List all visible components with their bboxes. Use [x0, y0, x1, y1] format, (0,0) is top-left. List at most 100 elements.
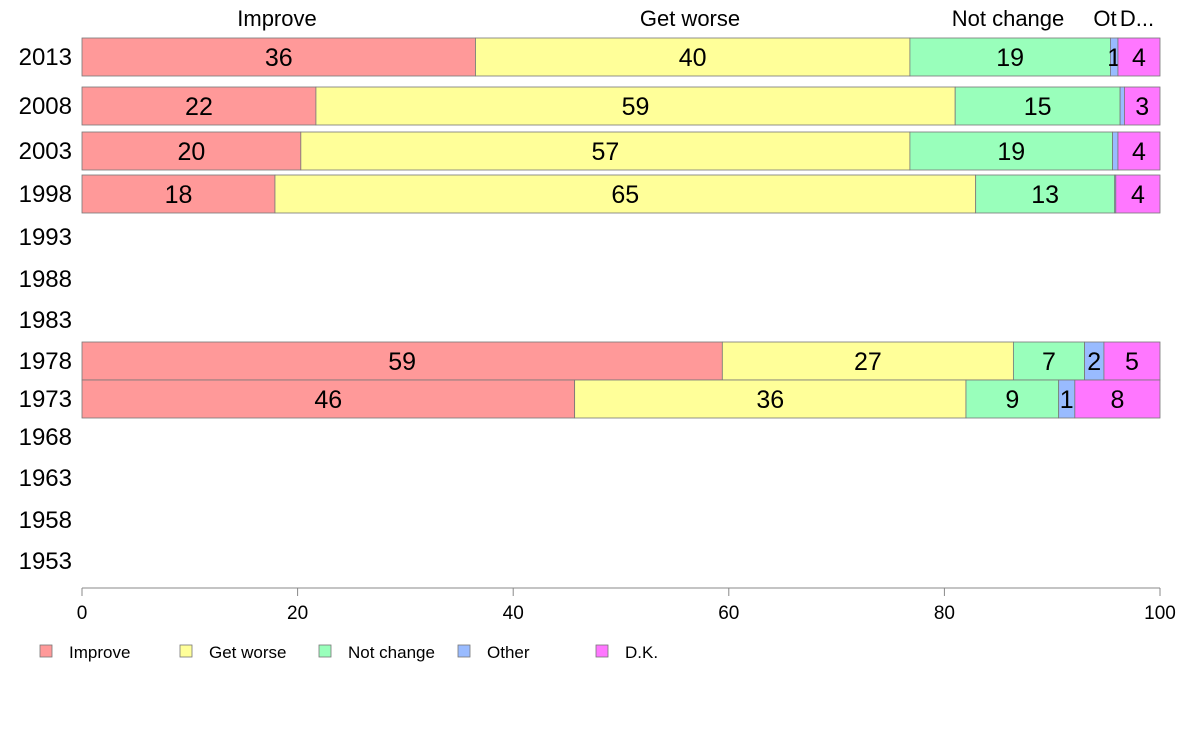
bar-segment-1973-get-worse	[574, 379, 967, 419]
bar-segment-1973-improve	[81, 379, 576, 419]
data-label-1973-d-k-: 8	[1110, 386, 1124, 414]
bar-segment-2003-d-k-	[1117, 131, 1161, 171]
data-label-2008-d-k-: 3	[1135, 93, 1149, 121]
data-label-2013-d-k-: 4	[1132, 44, 1146, 72]
data-label-1978-other: 2	[1087, 348, 1101, 376]
data-label-2013-get-worse: 40	[679, 44, 707, 72]
x-tick-label-100: 100	[1144, 603, 1176, 624]
y-tick-label-1958: 1958	[19, 507, 72, 534]
y-tick-label-1953: 1953	[19, 548, 72, 575]
y-tick-label-1968: 1968	[19, 424, 72, 451]
bar-segment-1978-d-k-	[1103, 341, 1161, 381]
legend-label: D.K.	[625, 643, 658, 662]
x-tick-label-40: 40	[503, 603, 524, 624]
data-label-2008-not-change: 15	[1024, 93, 1052, 121]
bar-segment-2013-get-worse	[475, 37, 911, 77]
data-label-2008-improve: 22	[185, 93, 213, 121]
column-header-3: Ot	[1093, 6, 1116, 31]
data-label-1973-other: 1	[1060, 386, 1074, 414]
data-label-1973-improve: 46	[314, 386, 342, 414]
legend-swatch	[318, 644, 332, 658]
bar-segment-1978-improve	[81, 341, 723, 381]
bar-segment-1973-d-k-	[1074, 379, 1161, 419]
data-label-1978-improve: 59	[388, 348, 416, 376]
bar-segment-2008-not-change	[954, 86, 1121, 126]
column-headers: Improve Get worse Not change Ot D...	[237, 6, 1154, 31]
bar-row-2008: 22 59 15 3	[81, 86, 1161, 126]
column-header-4: D...	[1120, 6, 1154, 31]
y-tick-label-2003: 2003	[19, 138, 72, 165]
data-label-2003-get-worse: 57	[591, 138, 619, 166]
y-tick-label-1988: 1988	[19, 266, 72, 293]
y-tick-label-1983: 1983	[19, 307, 72, 334]
legend-swatch	[595, 644, 609, 658]
y-tick-label-1998: 1998	[19, 181, 72, 208]
data-label-2008-get-worse: 59	[622, 93, 650, 121]
legend-item-not-change: Not change	[318, 643, 435, 662]
bar-segment-2003-not-change	[909, 131, 1113, 171]
data-label-1998-d-k-: 4	[1131, 181, 1145, 209]
legend-label: Improve	[69, 643, 130, 662]
bar-segment-1998-get-worse	[274, 174, 977, 214]
data-label-1998-get-worse: 65	[611, 181, 639, 209]
data-label-2003-d-k-: 4	[1132, 138, 1146, 166]
legend-label: Other	[487, 643, 530, 662]
data-label-2003-not-change: 19	[997, 138, 1025, 166]
legend-label: Get worse	[209, 643, 286, 662]
data-label-1998-improve: 18	[165, 181, 193, 209]
data-label-1978-d-k-: 5	[1125, 348, 1139, 376]
data-label-2013-improve: 36	[265, 44, 293, 72]
column-header-1: Get worse	[640, 6, 740, 31]
y-tick-label-2013: 2013	[19, 44, 72, 71]
data-label-2003-improve: 20	[178, 138, 206, 166]
y-tick-label-1993: 1993	[19, 224, 72, 251]
bar-row-1978: 59 27 7 2 5	[81, 341, 1161, 381]
bar-segment-1973-not-change	[965, 379, 1060, 419]
bar-segment-2003-improve	[81, 131, 302, 171]
legend-swatch	[39, 644, 53, 658]
column-header-0: Improve	[237, 6, 316, 31]
bar-segment-2003-other	[1112, 131, 1119, 171]
bar-row-2003: 20 57 19 4	[81, 131, 1161, 171]
data-label-1978-get-worse: 27	[854, 348, 882, 376]
x-tick-label-60: 60	[718, 603, 739, 624]
bar-segment-2013-improve	[81, 37, 476, 77]
legend-item-get-worse: Get worse	[179, 643, 286, 662]
data-label-1973-get-worse: 36	[756, 386, 784, 414]
bar-segment-2008-d-k-	[1124, 86, 1161, 126]
bar-row-1973: 46 36 9 1 8	[81, 379, 1161, 419]
data-label-2013-not-change: 19	[996, 44, 1024, 72]
legend: Improve Get worse Not change Other D.K.	[39, 643, 658, 662]
bar-segment-2013-not-change	[909, 37, 1111, 77]
data-label-1978-not-change: 7	[1042, 348, 1056, 376]
y-tick-label-2008: 2008	[19, 93, 72, 120]
y-tick-label-1978: 1978	[19, 348, 72, 375]
bar-segment-1998-not-change	[975, 174, 1116, 214]
legend-item-improve: Improve	[39, 643, 130, 662]
bar-row-1998: 18 65 13 4	[81, 174, 1161, 214]
bar-segment-1998-d-k-	[1115, 174, 1161, 214]
column-header-2: Not change	[952, 6, 1065, 31]
y-tick-label-1973: 1973	[19, 386, 72, 413]
bar-segment-2013-d-k-	[1117, 37, 1161, 77]
x-tick-label-0: 0	[77, 603, 88, 624]
bar-segment-2008-other	[1119, 86, 1125, 126]
x-axis: 0 20 40 60 80 100	[77, 587, 1176, 624]
data-label-1998-not-change: 13	[1031, 181, 1059, 209]
bar-segment-2003-get-worse	[300, 131, 911, 171]
bar-segment-2008-improve	[81, 86, 317, 126]
y-tick-label-1963: 1963	[19, 465, 72, 492]
legend-swatch	[457, 644, 471, 658]
bar-segment-2008-get-worse	[315, 86, 956, 126]
x-tick-label-20: 20	[287, 603, 308, 624]
bar-segment-1978-not-change	[1012, 341, 1085, 381]
bar-segment-1978-get-worse	[721, 341, 1014, 381]
bar-row-2013: 36 40 19 1 4	[81, 37, 1161, 77]
legend-label: Not change	[348, 643, 435, 662]
bar-segment-1998-improve	[81, 174, 276, 214]
bars: 36 40 19 1 4 22 59 15 3 20 57 19 4 18 65 13 4 59 27 7 2 5 46 36…	[81, 37, 1161, 419]
legend-item-other: Other	[457, 643, 530, 662]
x-tick-label-80: 80	[934, 603, 955, 624]
legend-item-d-k-: D.K.	[595, 643, 658, 662]
